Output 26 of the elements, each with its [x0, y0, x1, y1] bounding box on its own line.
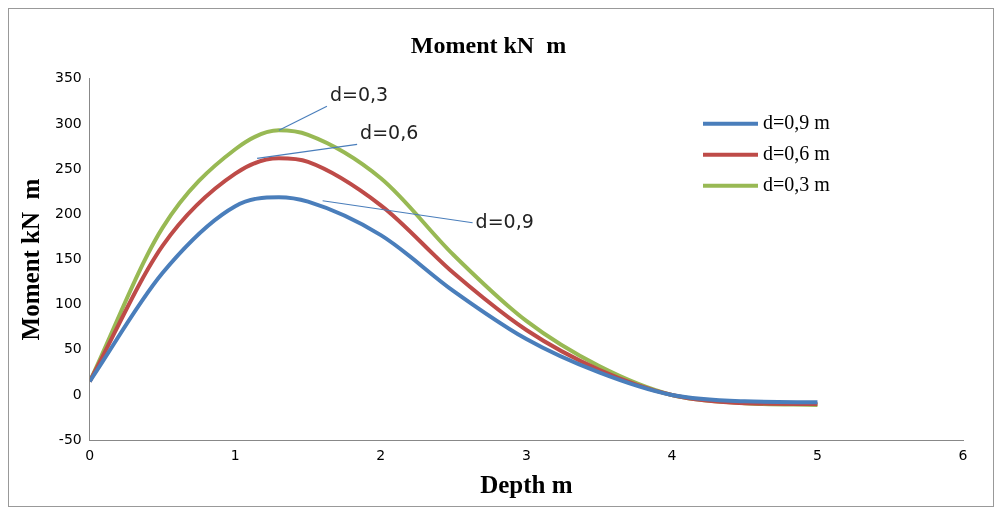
- legend-label: d=0,3 m: [763, 173, 831, 196]
- y-tick-label: 50: [63, 340, 82, 357]
- y-tick-label: 100: [54, 295, 82, 312]
- y-tick-label: 350: [54, 69, 82, 86]
- annotation: d=0,6: [360, 121, 419, 144]
- y-tick-label: 150: [54, 250, 82, 267]
- x-tick-label: 5: [812, 447, 822, 464]
- y-tick-label: 0: [72, 385, 82, 402]
- x-tick-label: 3: [521, 447, 531, 464]
- y-tick-label: -50: [58, 430, 82, 447]
- x-tick-label: 1: [230, 447, 240, 464]
- line-series: [89, 195, 820, 405]
- annotation: d=0,9: [475, 209, 534, 232]
- chart-title: Moment kN m: [410, 31, 567, 58]
- y-tick-label: 300: [54, 114, 82, 131]
- x-axis-title: Depth m: [480, 471, 573, 499]
- y-axis-title: Moment kN m: [17, 178, 45, 341]
- x-tick-label: 6: [958, 447, 968, 464]
- x-tick-label: 4: [667, 447, 677, 464]
- annotation: d=0,3: [329, 83, 389, 106]
- x-tick-label: 2: [376, 447, 386, 464]
- y-tick-label: 200: [54, 204, 82, 221]
- legend-label: d=0,6 m: [763, 142, 831, 165]
- x-tick-label: 0: [85, 447, 95, 464]
- y-tick-label: 250: [54, 159, 82, 176]
- legend-label: d=0,9 m: [763, 111, 831, 134]
